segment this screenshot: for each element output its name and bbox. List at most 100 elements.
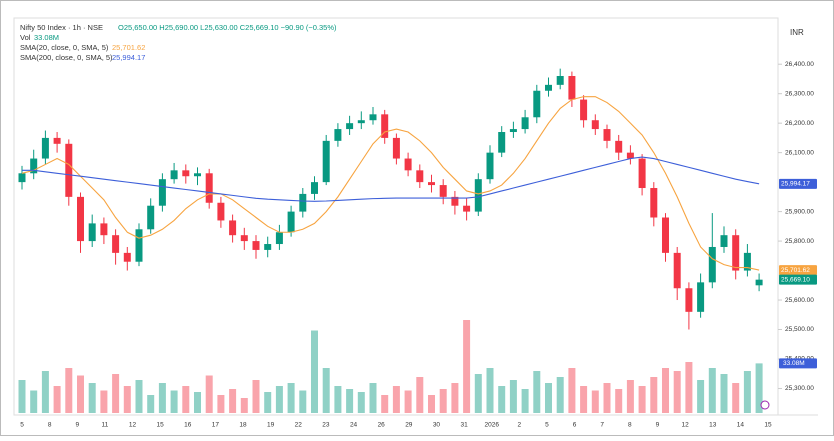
volume-bar (638, 386, 646, 413)
y-tick-label: 25,800.00 (785, 238, 814, 245)
candle-body (100, 223, 108, 236)
candle-body (498, 132, 506, 153)
legend-value: 25,994.17 (112, 53, 145, 62)
candle-body (404, 158, 412, 171)
volume-bar (626, 380, 634, 413)
candle-body (158, 179, 166, 206)
y-tick-label: 25,500.00 (785, 326, 814, 333)
candle-body (580, 99, 588, 121)
candle-body (252, 241, 260, 250)
candle-body (451, 196, 459, 206)
volume-legend: Vol (20, 33, 31, 42)
x-tick-label: 30 (433, 422, 441, 429)
candle-body (229, 220, 237, 236)
volume-bar (463, 320, 471, 413)
candle-body (88, 223, 96, 242)
candle-body (545, 84, 552, 91)
volume-bar (451, 383, 459, 413)
candle-body (615, 140, 623, 153)
x-tick-label: 8 (48, 422, 52, 429)
candle-body (299, 193, 307, 212)
volume-bar (404, 390, 412, 413)
volume-bar (580, 386, 588, 413)
volume-bar (697, 380, 705, 413)
volume-bar (521, 389, 529, 413)
volume-bar (755, 363, 763, 413)
volume-bar (41, 371, 49, 413)
volume-bar (311, 330, 318, 413)
volume-bar (229, 389, 237, 413)
candle-body (170, 170, 178, 180)
volume-legend-value: 33.08M (34, 33, 59, 42)
candle-body (509, 129, 517, 133)
volume-bar (615, 389, 623, 413)
last-price-label: 25,669.10 (781, 276, 810, 283)
volume-bar (287, 383, 295, 413)
volume-bar (685, 362, 693, 413)
candle-body (287, 211, 295, 233)
x-tick-label: 12 (681, 422, 689, 429)
last-price-box (779, 274, 817, 285)
candle-body (147, 205, 155, 230)
volume-bar (381, 395, 389, 413)
ma-line (22, 156, 760, 202)
volume-bar (346, 389, 354, 413)
volume-bar (299, 390, 307, 413)
volume-bar (18, 380, 26, 413)
volume-bar (416, 377, 424, 413)
last-value-box (779, 178, 817, 189)
candle-body (41, 137, 49, 159)
candle-body (65, 143, 73, 197)
volume-bar (264, 392, 272, 413)
last-volume-label: 33.08M (783, 360, 805, 367)
candle-body (182, 170, 190, 177)
volume-bar (322, 368, 330, 413)
candle-body (194, 173, 201, 177)
settings-icon (760, 400, 770, 410)
candle-body (650, 188, 658, 218)
last-value-label: 25,701.62 (781, 267, 810, 274)
legend-label: SMA(20, close, 0, SMA, 5) (20, 43, 109, 52)
candle-body (322, 140, 330, 183)
y-tick-label: 25,600.00 (785, 297, 814, 304)
volume-bar (30, 390, 38, 413)
volume-bar (545, 383, 552, 413)
volume-bar (123, 386, 131, 413)
candle-body (685, 288, 693, 312)
x-tick-label: 9 (656, 422, 660, 429)
y-tick-label: 26,400.00 (785, 61, 814, 68)
last-value-box (779, 265, 817, 276)
candle-body (18, 173, 26, 183)
x-tick-label: 16 (184, 422, 192, 429)
candle-body (205, 173, 213, 203)
candle-body (755, 279, 763, 286)
candle-body (720, 235, 728, 247)
volume-bar (275, 386, 283, 413)
volume-bar (509, 380, 517, 413)
volume-bar (205, 375, 213, 413)
candle-body (77, 196, 84, 242)
ohlc: O25,650.00 H25,690.00 L25,630.00 C25,669… (118, 23, 337, 32)
x-tick-label: 8 (628, 422, 632, 429)
volume-bar (673, 371, 681, 413)
y-tick-label: 26,300.00 (785, 90, 814, 97)
candle-body (697, 282, 705, 312)
x-tick-label: 5 (545, 422, 549, 429)
candle-body (240, 235, 248, 242)
volume-bar (100, 390, 108, 413)
volume-bar (357, 392, 365, 413)
volume-bar (533, 371, 541, 413)
volume-bar (732, 383, 740, 413)
candle-body (474, 179, 482, 212)
volume-bar (182, 386, 190, 413)
x-tick-label: 26 (378, 422, 386, 429)
x-tick-label: 29 (405, 422, 413, 429)
volume-bar (240, 398, 248, 413)
volume-bar (474, 374, 482, 413)
volume-bar (252, 380, 260, 413)
x-tick-label: 7 (600, 422, 604, 429)
candle-body (381, 114, 389, 138)
volume-bar (603, 383, 611, 413)
candle-body (369, 114, 377, 121)
x-tick-label: 2026 (484, 422, 499, 429)
